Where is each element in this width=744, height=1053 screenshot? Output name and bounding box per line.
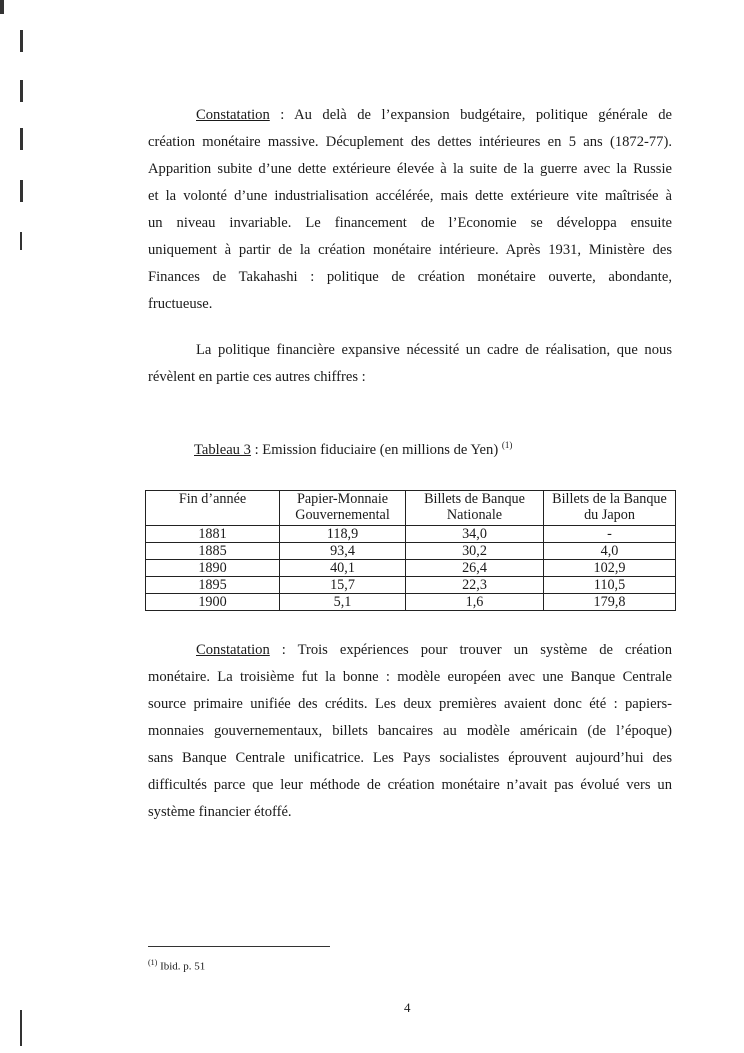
scan-artifact: [20, 180, 23, 202]
table-cell: 118,9: [279, 525, 406, 543]
text-line: source primaire unifiée des crédits. Les…: [148, 696, 672, 712]
table-row: 1895 15,7 22,3 110,5: [145, 576, 676, 594]
table-header-row: Fin d’année Papier-Monnaie Gouvernemental…: [145, 490, 676, 526]
table-cell: 1,6: [405, 593, 544, 611]
text-line: fructueuse.: [148, 296, 213, 312]
header-cell: Papier-Monnaie Gouvernemental: [279, 490, 406, 526]
header-cell: Fin d’année: [145, 490, 280, 526]
constatation-label: Constatation: [196, 642, 270, 658]
text-line: monétaire. La troisième fut la bonne : m…: [148, 669, 672, 685]
table-cell: 22,3: [405, 576, 544, 594]
text-line: création monétaire massive. Décuplement …: [148, 134, 672, 150]
table-row: 1885 93,4 30,2 4,0: [145, 542, 676, 560]
table-cell: 102,9: [543, 559, 676, 577]
paragraph-2: La politique financière expansive nécess…: [148, 337, 672, 391]
table-cell: 179,8: [543, 593, 676, 611]
table-cell: 93,4: [279, 542, 406, 560]
table-row: 1900 5,1 1,6 179,8: [145, 593, 676, 611]
text-line: uniquement à partir de la création monét…: [148, 242, 672, 258]
table-cell: 15,7: [279, 576, 406, 594]
header-cell: Billets de Banque Nationale: [405, 490, 544, 526]
paragraph-1: Constatation : Au delà de l’expansion bu…: [148, 102, 672, 318]
table-cell: 30,2: [405, 542, 544, 560]
table-cell: 5,1: [279, 593, 406, 611]
scan-artifact: [20, 1010, 22, 1046]
table-cell: 26,4: [405, 559, 544, 577]
table-cell: 1895: [145, 576, 280, 594]
header-cell: Billets de la Banque du Japon: [543, 490, 676, 526]
scan-artifact: [20, 30, 23, 52]
table-cell: 4,0: [543, 542, 676, 560]
table-cell: 1900: [145, 593, 280, 611]
text-line: La politique financière expansive nécess…: [196, 342, 672, 358]
table-cell: 1881: [145, 525, 280, 543]
text-line: système financier étoffé.: [148, 804, 292, 820]
footnote-divider: [148, 946, 330, 947]
text-line: et la volonté d’une industrialisation ac…: [148, 188, 672, 204]
table-row: 1890 40,1 26,4 102,9: [145, 559, 676, 577]
table-cell: 34,0: [405, 525, 544, 543]
scan-artifact: [0, 0, 4, 14]
text-line: révèlent en partie ces autres chiffres :: [148, 369, 366, 385]
table-row: 1881 118,9 34,0-: [145, 525, 676, 543]
table-cell: 1890: [145, 559, 280, 577]
page-number: 4: [404, 1000, 411, 1015]
text-line: difficultés parce que leur méthode de cr…: [148, 777, 672, 793]
text-line: un niveau invariable. Le financement de …: [148, 215, 672, 231]
text-line: Finances de Takahashi : politique de cré…: [148, 269, 672, 285]
table-cell: -: [543, 525, 676, 543]
emission-table: Fin d’année Papier-Monnaie Gouvernemental…: [145, 490, 676, 611]
table-cell: 110,5: [543, 576, 676, 594]
footnote: (1) Ibid. p. 51: [148, 958, 206, 973]
table-cell: 40,1: [279, 559, 406, 577]
text-line: monnaies gouvernementaux, billets bancai…: [148, 723, 672, 739]
scan-artifact: [20, 128, 23, 150]
text-line: sans Banque Centrale unificatrice. Les P…: [148, 750, 672, 766]
constatation-label: Constatation: [196, 107, 270, 123]
table-title: Tableau 3 : Emission fiduciaire (en mill…: [194, 440, 513, 458]
scan-artifact: [20, 80, 23, 102]
text-line: Apparition subite d’une dette extérieure…: [148, 161, 672, 177]
paragraph-3: Constatation : Trois expériences pour tr…: [148, 637, 672, 826]
table-cell: 1885: [145, 542, 280, 560]
scan-artifact: [20, 232, 22, 250]
